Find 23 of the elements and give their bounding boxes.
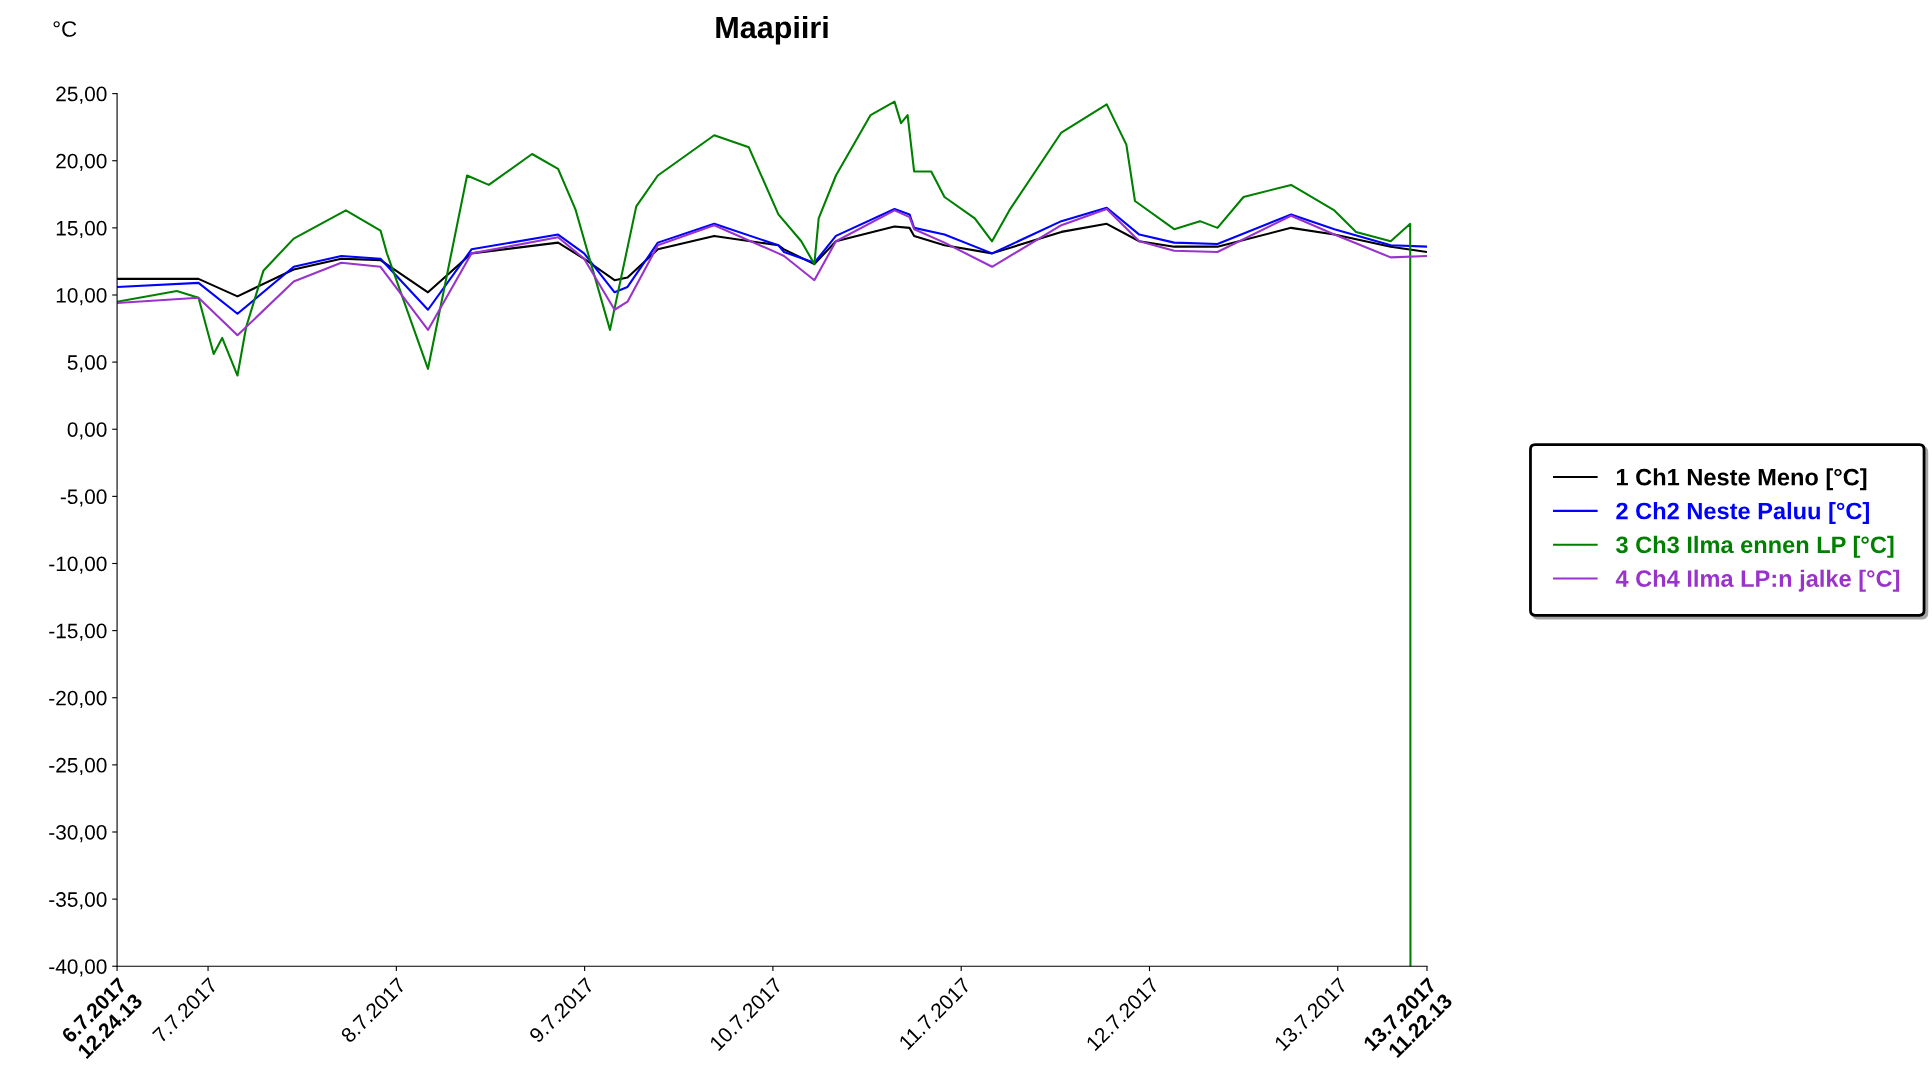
y-tick-label: -15,00 xyxy=(49,623,107,641)
y-tick-label: 25,00 xyxy=(56,86,107,104)
line-series xyxy=(117,100,1412,967)
chart-title: Maapiiri xyxy=(716,15,828,45)
y-tick-label: -20,00 xyxy=(49,690,107,708)
y-tick-label: -25,00 xyxy=(49,757,107,776)
y-tick-label: -5,00 xyxy=(60,489,107,507)
y-tick-label: 20,00 xyxy=(56,153,107,171)
y-tick-label: 0,00 xyxy=(67,422,107,440)
legend-label: 1 Ch1 Neste Meno [°C] xyxy=(1616,468,1867,491)
y-tick-label: 5,00 xyxy=(67,355,107,373)
legend-label: 2 Ch2 Neste Paluu [°C] xyxy=(1616,502,1869,525)
y-axis-title: °C xyxy=(53,21,77,37)
legend-label: 4 Ch4 Ilma LP:n jalke [°C] xyxy=(1615,569,1900,592)
y-tick-label: -10,00 xyxy=(49,556,107,574)
y-tick-label: 10,00 xyxy=(56,287,107,306)
line-series xyxy=(117,206,1427,315)
y-tick-label: -35,00 xyxy=(49,892,107,910)
y-tick-label: -40,00 xyxy=(49,959,107,977)
legend-label: 3 Ch3 Ilma ennen LP [°C] xyxy=(1616,535,1894,558)
line-series xyxy=(117,208,1427,337)
y-tick-label: -30,00 xyxy=(49,825,107,843)
y-tick-label: 15,00 xyxy=(56,220,107,239)
